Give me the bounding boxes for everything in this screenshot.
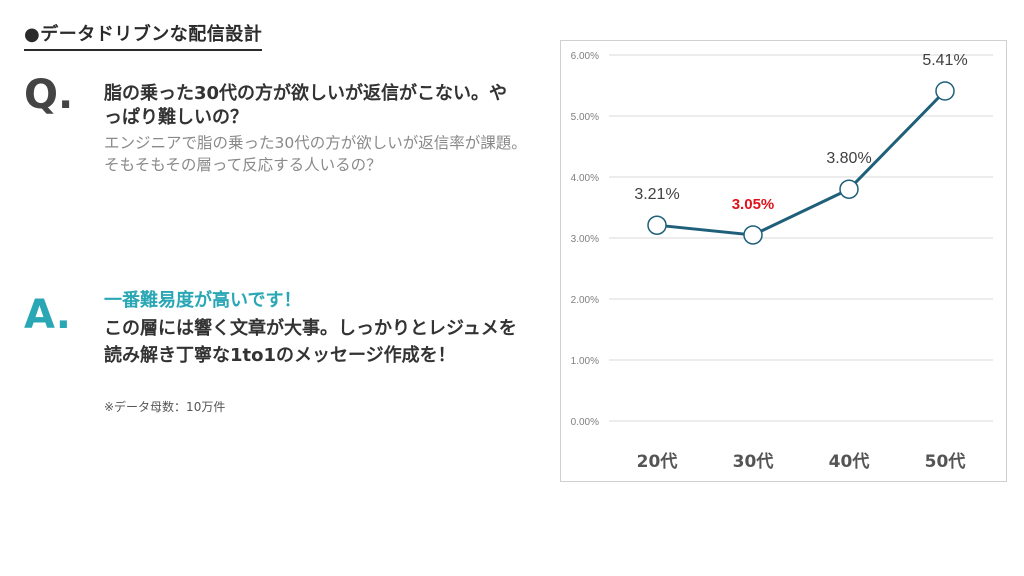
data-point (839, 179, 859, 199)
y-tick-label: 5.00% (571, 112, 599, 123)
data-label: 3.21% (634, 186, 679, 203)
data-label: 3.80% (826, 150, 871, 167)
y-tick-label: 0.00% (571, 417, 599, 428)
data-point (935, 81, 955, 101)
data-point (647, 215, 667, 235)
page-title: ●データドリブンな配信設計 (24, 20, 263, 51)
y-tick-label: 4.00% (571, 173, 599, 184)
line-chart: 0.00% 1.00% 2.00% 3.00% 4.00% 5.00% 6.00% 20代 30… (560, 40, 1007, 482)
data-label: 5.41% (922, 52, 967, 69)
y-tick-label: 3.00% (571, 234, 599, 245)
question-letter: Q. (24, 72, 74, 118)
question-body: エンジニアで脂の乗った30代の方が欲しいが返信率が課題。そもそもその層って反応す… (104, 134, 527, 174)
y-tick-label: 2.00% (571, 295, 599, 306)
answer-body: この層には響く文章が大事。しっかりとレジュメを読み解き丁寧な1to1のメッセージ… (104, 318, 517, 366)
x-tick-label: 50代 (925, 451, 966, 472)
x-tick-label: 30代 (733, 451, 774, 472)
series-line (656, 89, 947, 237)
data-label: 3.05% (732, 196, 775, 213)
x-tick-label: 20代 (637, 451, 678, 472)
y-tick-label: 1.00% (571, 356, 599, 367)
answer-highlight: 一番難易度が高いです！ (104, 290, 302, 311)
question-heading: 脂の乗った30代の方が欲しいが返信がこない。やっぱり難しいの？ (104, 83, 508, 128)
x-tick-label: 40代 (829, 451, 870, 472)
chart-svg: 0.00% 1.00% 2.00% 3.00% 4.00% 5.00% 6.00% 20代 30… (571, 51, 993, 472)
data-point (743, 225, 763, 245)
answer-note: ※データ母数：10万件 (104, 400, 226, 414)
answer-letter: A. (24, 292, 71, 338)
y-tick-label: 6.00% (571, 51, 599, 62)
